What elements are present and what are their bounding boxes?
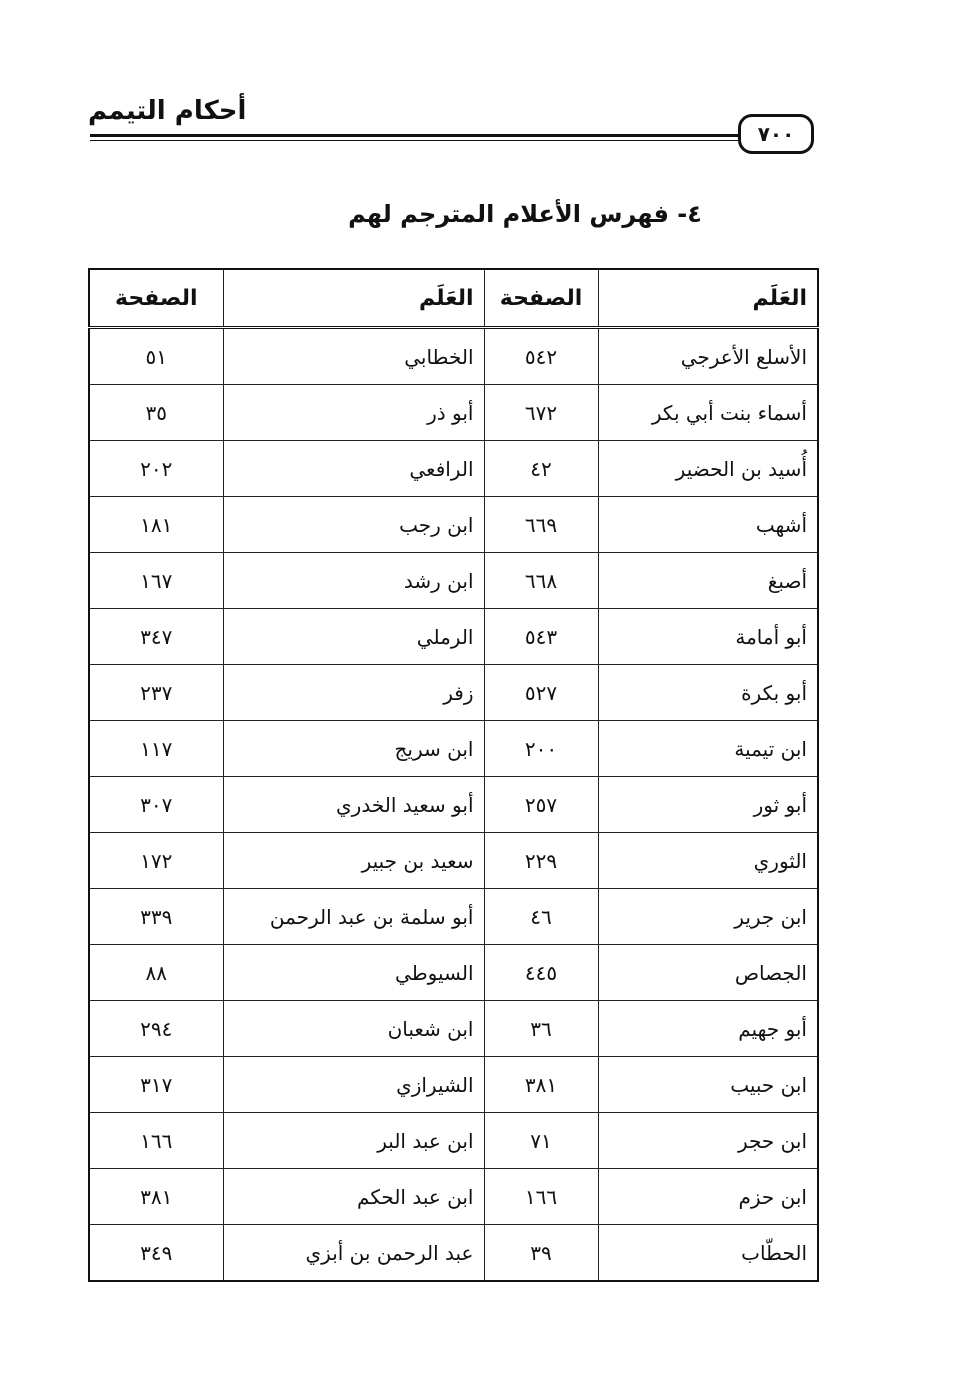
page-cell: ٣٠٧: [88, 776, 224, 833]
page-number: ٧٠٠: [738, 114, 814, 154]
page-cell: ١٦٦: [88, 1112, 224, 1169]
page-cell: ٣١٧: [88, 1056, 224, 1113]
name-cell: ابن جرير: [597, 888, 819, 945]
name-cell: الخطابي: [222, 327, 485, 385]
name-cell: الأسلع الأعرجي: [597, 327, 819, 385]
header-rule: [90, 134, 740, 141]
name-cell: ابن حبيب: [597, 1056, 819, 1113]
page-cell: ٢٠٢: [88, 440, 224, 497]
table-row: الجصاص ٤٤٥ السيوطي ٨٨: [88, 944, 819, 1001]
table-row: أصبغ ٦٦٨ ابن رشد ١٦٧: [88, 552, 819, 609]
page-cell: ٥١: [88, 327, 224, 385]
table-row: الثوري ٢٢٩ سعيد بن جبير ١٧٢: [88, 832, 819, 889]
name-cell: زفر: [222, 664, 485, 721]
page-cell: ٣٥: [88, 384, 224, 441]
name-cell: ابن سريج: [222, 720, 485, 777]
page-cell: ٣٦: [483, 1000, 599, 1057]
page-cell: ٣٣٩: [88, 888, 224, 945]
page-cell: ١٦٦: [483, 1168, 599, 1225]
table-row: الأسلع الأعرجي ٥٤٢ الخطابي ٥١: [88, 327, 819, 385]
page-cell: ٣٤٧: [88, 608, 224, 665]
name-cell: أبو جهيم: [597, 1000, 819, 1057]
table-row: أبو جهيم ٣٦ ابن شعبان ٢٩٤: [88, 1000, 819, 1057]
name-cell: ابن عبد الحكم: [222, 1168, 485, 1225]
table-row: ابن حزم ١٦٦ ابن عبد الحكم ٣٨١: [88, 1168, 819, 1225]
section-title: ٤- فهرس الأعلام المترجم لهم: [348, 200, 702, 228]
page-cell: ٤٦: [483, 888, 599, 945]
column-header: العَلَم: [597, 268, 819, 329]
header-row: العَلَم الصفحة العَلَم الصفحة: [88, 268, 819, 329]
column-header: الصفحة: [88, 268, 224, 329]
page-cell: ٢٩٤: [88, 1000, 224, 1057]
index-table: العَلَم الصفحة العَلَم الصفحة الأسلع الأعرج…: [88, 268, 819, 1282]
page-cell: ٥٤٢: [483, 327, 599, 385]
table-row: الحطّاب ٣٩ عبد الرحمن بن أبزي ٣٤٩: [88, 1224, 819, 1282]
table-row: أُسيد بن الحضير ٤٢ الرافعي ٢٠٢: [88, 440, 819, 497]
name-cell: ابن رشد: [222, 552, 485, 609]
table-row: ابن تيمية ٢٠٠ ابن سريج ١١٧: [88, 720, 819, 777]
page-cell: ٣٩: [483, 1224, 599, 1282]
name-cell: الرافعي: [222, 440, 485, 497]
name-cell: أبو ثور: [597, 776, 819, 833]
book-title: أحكام التيمم: [88, 96, 247, 126]
page-cell: ٢٢٩: [483, 832, 599, 889]
name-cell: أُسيد بن الحضير: [597, 440, 819, 497]
page-cell: ٢٣٧: [88, 664, 224, 721]
name-cell: ابن رجب: [222, 496, 485, 553]
page-cell: ٥٤٣: [483, 608, 599, 665]
table-row: أشهب ٦٦٩ ابن رجب ١٨١: [88, 496, 819, 553]
table-row: أسماء بنت أبي بكر ٦٧٢ أبو ذر ٣٥: [88, 384, 819, 441]
name-cell: أبو سعيد الخدري: [222, 776, 485, 833]
name-cell: ابن تيمية: [597, 720, 819, 777]
name-cell: السيوطي: [222, 944, 485, 1001]
page-cell: ١١٧: [88, 720, 224, 777]
page-cell: ٥٢٧: [483, 664, 599, 721]
table-row: ابن جرير ٤٦ أبو سلمة بن عبد الرحمن ٣٣٩: [88, 888, 819, 945]
table-row: أبو ثور ٢٥٧ أبو سعيد الخدري ٣٠٧: [88, 776, 819, 833]
table-row: أبو أمامة ٥٤٣ الرملي ٣٤٧: [88, 608, 819, 665]
table-body: الأسلع الأعرجي ٥٤٢ الخطابي ٥١ أسماء بنت أبي …: [88, 327, 819, 1282]
name-cell: الجصاص: [597, 944, 819, 1001]
name-cell: سعيد بن جبير: [222, 832, 485, 889]
page-cell: ٤٢: [483, 440, 599, 497]
page-cell: ٦٦٩: [483, 496, 599, 553]
page-cell: ٢٥٧: [483, 776, 599, 833]
name-cell: الرملي: [222, 608, 485, 665]
page-cell: ١٦٧: [88, 552, 224, 609]
name-cell: عبد الرحمن بن أبزي: [222, 1224, 485, 1282]
name-cell: الحطّاب: [597, 1224, 819, 1282]
name-cell: ابن شعبان: [222, 1000, 485, 1057]
page-cell: ٣٨١: [483, 1056, 599, 1113]
name-cell: ابن عبد البر: [222, 1112, 485, 1169]
page-cell: ٧١: [483, 1112, 599, 1169]
page-cell: ٤٤٥: [483, 944, 599, 1001]
page-cell: ٦٧٢: [483, 384, 599, 441]
name-cell: الشيرازي: [222, 1056, 485, 1113]
table-row: ابن حبيب ٣٨١ الشيرازي ٣١٧: [88, 1056, 819, 1113]
name-cell: الثوري: [597, 832, 819, 889]
name-cell: ابن حزم: [597, 1168, 819, 1225]
name-cell: ابن حجر: [597, 1112, 819, 1169]
name-cell: أشهب: [597, 496, 819, 553]
name-cell: أصبغ: [597, 552, 819, 609]
column-header: الصفحة: [483, 268, 599, 329]
name-cell: أبو بكرة: [597, 664, 819, 721]
page-cell: ٣٤٩: [88, 1224, 224, 1282]
page-cell: ١٧٢: [88, 832, 224, 889]
page-cell: ٣٨١: [88, 1168, 224, 1225]
column-header: العَلَم: [222, 268, 485, 329]
page-cell: ٦٦٨: [483, 552, 599, 609]
page-cell: ٢٠٠: [483, 720, 599, 777]
page-cell: ٨٨: [88, 944, 224, 1001]
name-cell: أبو أمامة: [597, 608, 819, 665]
name-cell: أبو سلمة بن عبد الرحمن: [222, 888, 485, 945]
name-cell: أبو ذر: [222, 384, 485, 441]
table-row: ابن حجر ٧١ ابن عبد البر ١٦٦: [88, 1112, 819, 1169]
name-cell: أسماء بنت أبي بكر: [597, 384, 819, 441]
table-row: أبو بكرة ٥٢٧ زفر ٢٣٧: [88, 664, 819, 721]
page-cell: ١٨١: [88, 496, 224, 553]
